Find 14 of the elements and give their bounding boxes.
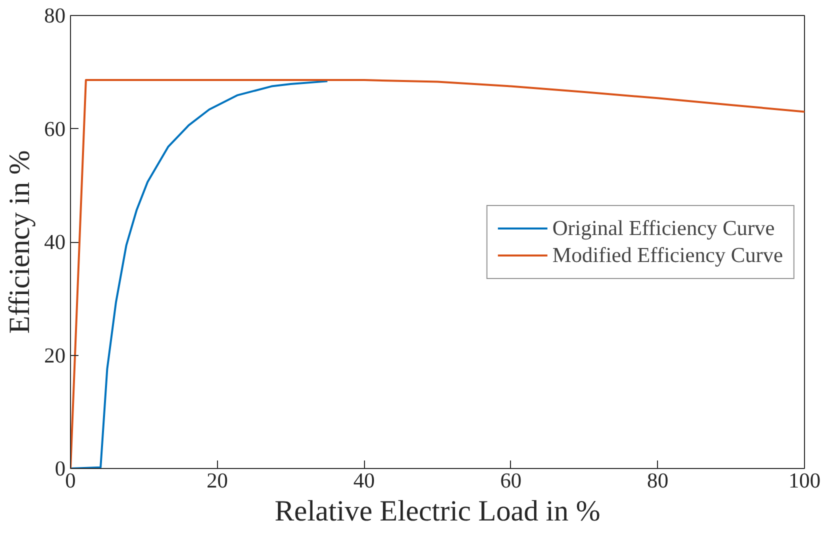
x-tick-label: 60 bbox=[500, 468, 522, 492]
y-axis-title: Efficiency in % bbox=[4, 150, 36, 334]
legend-label: Modified Efficiency Curve bbox=[552, 242, 783, 268]
legend-label: Original Efficiency Curve bbox=[552, 216, 775, 240]
x-tick-label: 80 bbox=[647, 468, 668, 492]
y-tick-label: 80 bbox=[44, 4, 66, 28]
x-axis-title: Relative Electric Load in % bbox=[274, 496, 600, 528]
x-tick-label: 100 bbox=[788, 468, 821, 492]
y-tick-label: 60 bbox=[44, 116, 66, 141]
y-tick-label: 40 bbox=[44, 230, 66, 254]
line-series bbox=[70, 80, 328, 468]
x-tick-label: 20 bbox=[206, 468, 228, 492]
y-tick-label: 20 bbox=[44, 343, 66, 368]
x-tick-label: 40 bbox=[353, 468, 375, 492]
